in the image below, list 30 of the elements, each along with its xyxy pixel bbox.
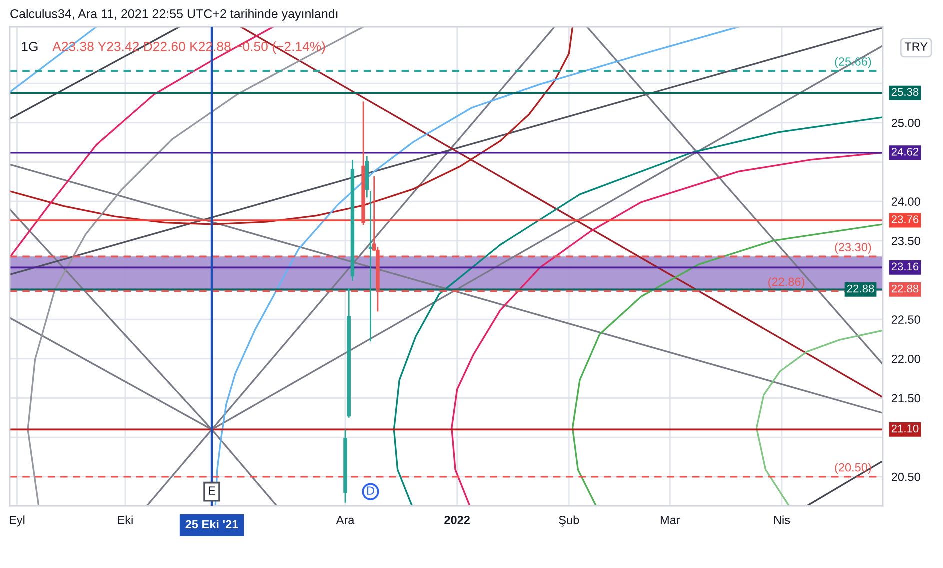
text: Calculus34, Ara 11, 2021 22:55 UTC+2 tarihinde yayınlandı — [10, 9, 338, 21]
ref-line-label: (20.50) — [835, 463, 872, 474]
x-tick-label: Nis — [774, 516, 790, 524]
ref-line-label: 23.16 — [892, 262, 919, 271]
ref-line-label: 22.88 — [847, 284, 874, 293]
ref-line-label: (22.86) — [768, 277, 804, 288]
y-tick-label: 22.50 — [892, 316, 920, 324]
y-tick-label: 20.50 — [892, 472, 920, 482]
y-tick-label: 23.50 — [892, 236, 920, 246]
y-tick-label: 25.00 — [892, 118, 920, 128]
ref-line-label: 25 Eki '21 — [186, 520, 238, 529]
y-tick-label: 22.00 — [892, 354, 920, 364]
ref-line-label: 25.38 — [892, 88, 919, 96]
y-tick-label: 21.50 — [892, 394, 920, 403]
x-tick-label: Şub — [559, 516, 580, 527]
x-tick-label: Ara — [336, 516, 355, 524]
ref-line-label: 21.10 — [892, 424, 919, 433]
y-tick-label: 24.00 — [892, 198, 920, 206]
x-tick-label: Eki — [118, 516, 133, 524]
ref-line-label: (23.30) — [835, 242, 872, 254]
x-tick-label: Mar — [660, 516, 680, 524]
annotation: D — [367, 486, 374, 495]
ref-line-label: 24.62 — [892, 148, 919, 156]
annotation: E — [209, 486, 216, 495]
text: 1G — [22, 42, 38, 52]
x-tick-label: 2022 — [444, 516, 470, 524]
ref-line-label: 22.88 — [892, 284, 919, 293]
x-tick-label: Eyl — [10, 516, 25, 527]
text: TRY — [904, 42, 928, 51]
ref-line-label: 23.76 — [892, 216, 919, 224]
